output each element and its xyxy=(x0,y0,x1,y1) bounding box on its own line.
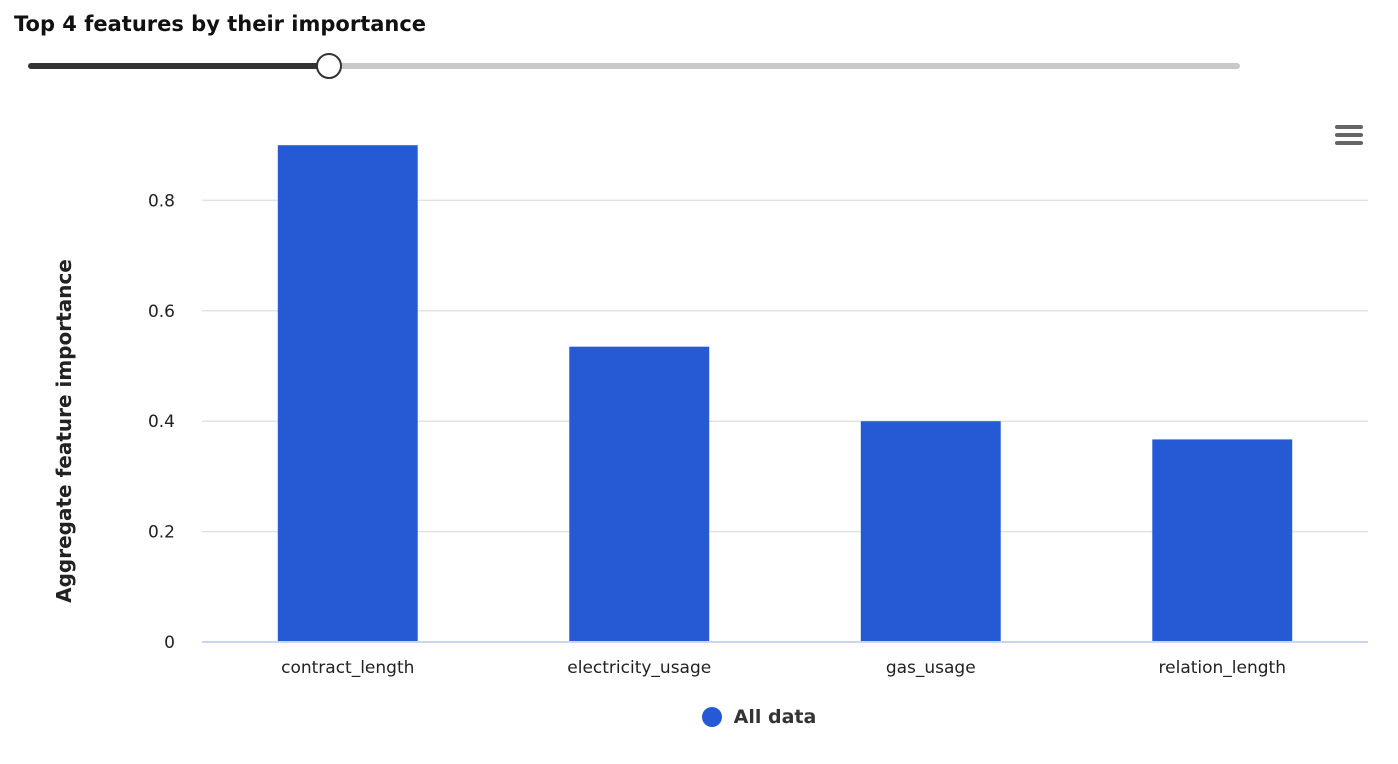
y-axis-label: Aggregate feature importance xyxy=(52,259,76,603)
y-tick-label: 0.6 xyxy=(148,302,175,322)
bar-gas_usage[interactable] xyxy=(860,421,1001,642)
bars xyxy=(277,145,1293,642)
chart-menu-icon[interactable] xyxy=(1333,122,1365,150)
slider-thumb[interactable] xyxy=(315,53,342,79)
legend: All data xyxy=(0,706,1398,728)
menu-line xyxy=(1335,141,1363,145)
y-tick-label: 0.2 xyxy=(148,523,175,543)
top-k-features-slider[interactable] xyxy=(28,52,1240,80)
bar-relation_length[interactable] xyxy=(1152,439,1293,642)
x-tick-label: gas_usage xyxy=(886,658,976,678)
menu-line xyxy=(1335,133,1363,137)
legend-dot-icon xyxy=(701,707,722,727)
menu-line xyxy=(1335,125,1363,129)
page-title: Top 4 features by their importance xyxy=(14,12,427,36)
bar-contract_length[interactable] xyxy=(277,145,418,642)
y-tick-label: 0 xyxy=(164,633,175,653)
y-tick-label: 0.8 xyxy=(148,191,175,211)
legend-item-all-data[interactable]: All data xyxy=(701,706,817,728)
axes: 0 0.2 0.4 0.6 0.8 contract_length electricity_… xyxy=(148,191,1368,678)
x-tick-label: contract_length xyxy=(281,658,414,678)
x-tick-label: electricity_usage xyxy=(567,658,711,678)
x-tick-label: relation_length xyxy=(1159,658,1286,678)
slider-track[interactable] xyxy=(28,63,1240,69)
slider-fill xyxy=(28,63,329,69)
bar-electricity_usage[interactable] xyxy=(569,346,710,642)
y-tick-label: 0.4 xyxy=(148,412,175,432)
legend-label: All data xyxy=(733,706,817,728)
